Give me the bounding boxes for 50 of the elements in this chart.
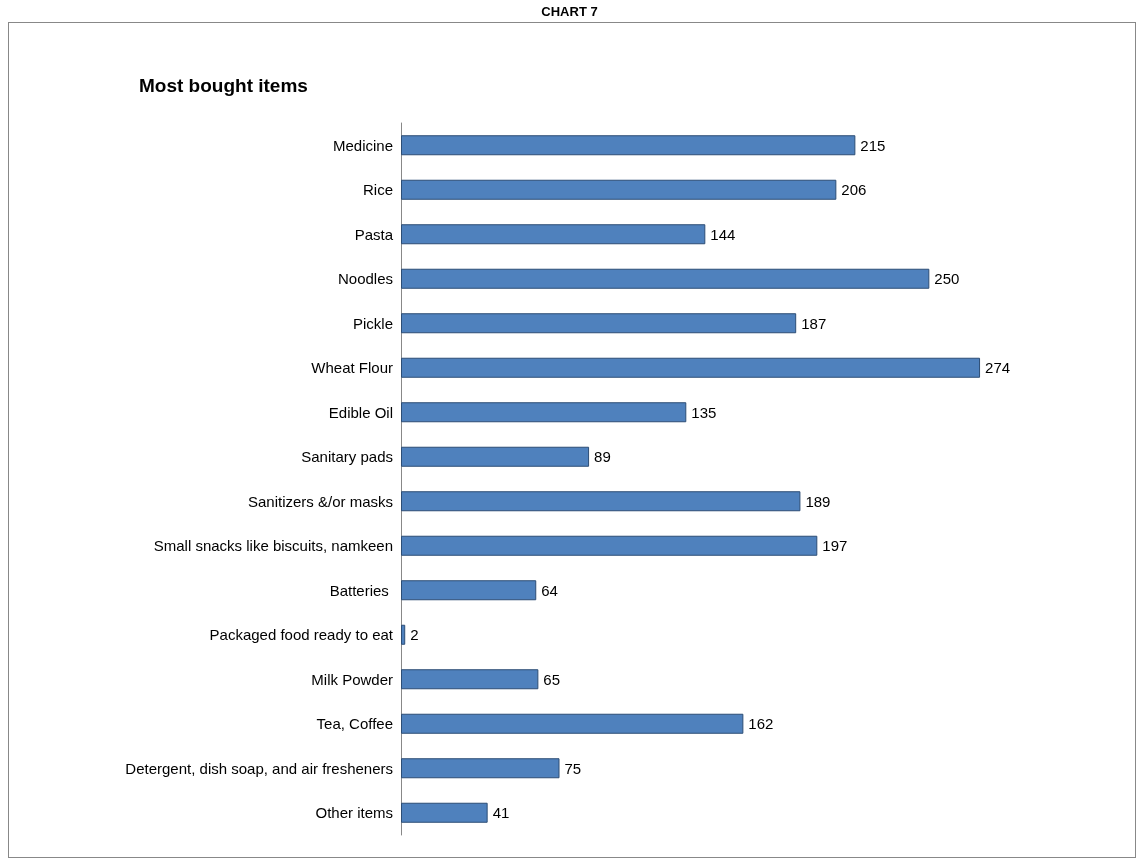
data-label: 2: [410, 626, 419, 644]
bar: [401, 268, 930, 289]
y-tick-label: Sanitizers &/or masks: [247, 492, 393, 510]
data-label: 206: [841, 181, 867, 199]
data-label: 187: [801, 314, 827, 332]
bar: [401, 758, 560, 779]
data-label: 41: [492, 804, 510, 822]
data-label: 65: [543, 670, 561, 688]
bar: [401, 491, 801, 512]
y-tick-label: Milk Powder: [311, 670, 393, 688]
data-label: 75: [564, 759, 582, 777]
y-tick-label: Edible Oil: [328, 403, 393, 421]
y-tick-label: Sanitary pads: [301, 448, 393, 466]
bar: [401, 535, 818, 556]
y-tick-label: Batteries: [329, 581, 393, 599]
bar: [401, 313, 797, 334]
y-tick-label: Rice: [362, 181, 393, 199]
y-tick-label: Tea, Coffee: [316, 715, 393, 733]
chart-title: CHART 7: [540, 4, 599, 19]
data-label: 215: [860, 136, 886, 154]
bar: [401, 669, 539, 690]
data-label: 274: [985, 359, 1011, 377]
bar: [401, 224, 706, 245]
y-tick-label: Other items: [315, 804, 393, 822]
y-tick-label: Detergent, dish soap, and air fresheners: [125, 759, 393, 777]
y-tick-label: Packaged food ready to eat: [209, 626, 394, 644]
y-tick-label: Pickle: [352, 314, 393, 332]
data-label: 197: [822, 537, 848, 555]
bar: [401, 357, 981, 378]
y-tick-label: Wheat Flour: [311, 359, 393, 377]
bar: [401, 580, 537, 601]
y-tick-label: Small snacks like biscuits, namkeen: [153, 537, 393, 555]
y-tick-label: Noodles: [337, 270, 393, 288]
bar: [401, 624, 406, 645]
text: Most bought items: [139, 75, 308, 96]
bar: [401, 179, 837, 200]
bar: [401, 446, 590, 467]
bar: [401, 135, 856, 156]
bar: [401, 802, 488, 823]
data-label: 89: [594, 448, 611, 466]
y-tick-label: Medicine: [332, 136, 393, 154]
data-label: 250: [934, 270, 960, 288]
data-label: 64: [541, 581, 558, 599]
y-tick-label: Pasta: [354, 225, 394, 243]
bar: [401, 713, 744, 734]
data-label: 162: [748, 715, 774, 733]
bar: [401, 402, 687, 423]
data-label: 135: [691, 403, 717, 421]
data-label: 189: [805, 492, 831, 510]
data-label: 144: [710, 225, 736, 243]
